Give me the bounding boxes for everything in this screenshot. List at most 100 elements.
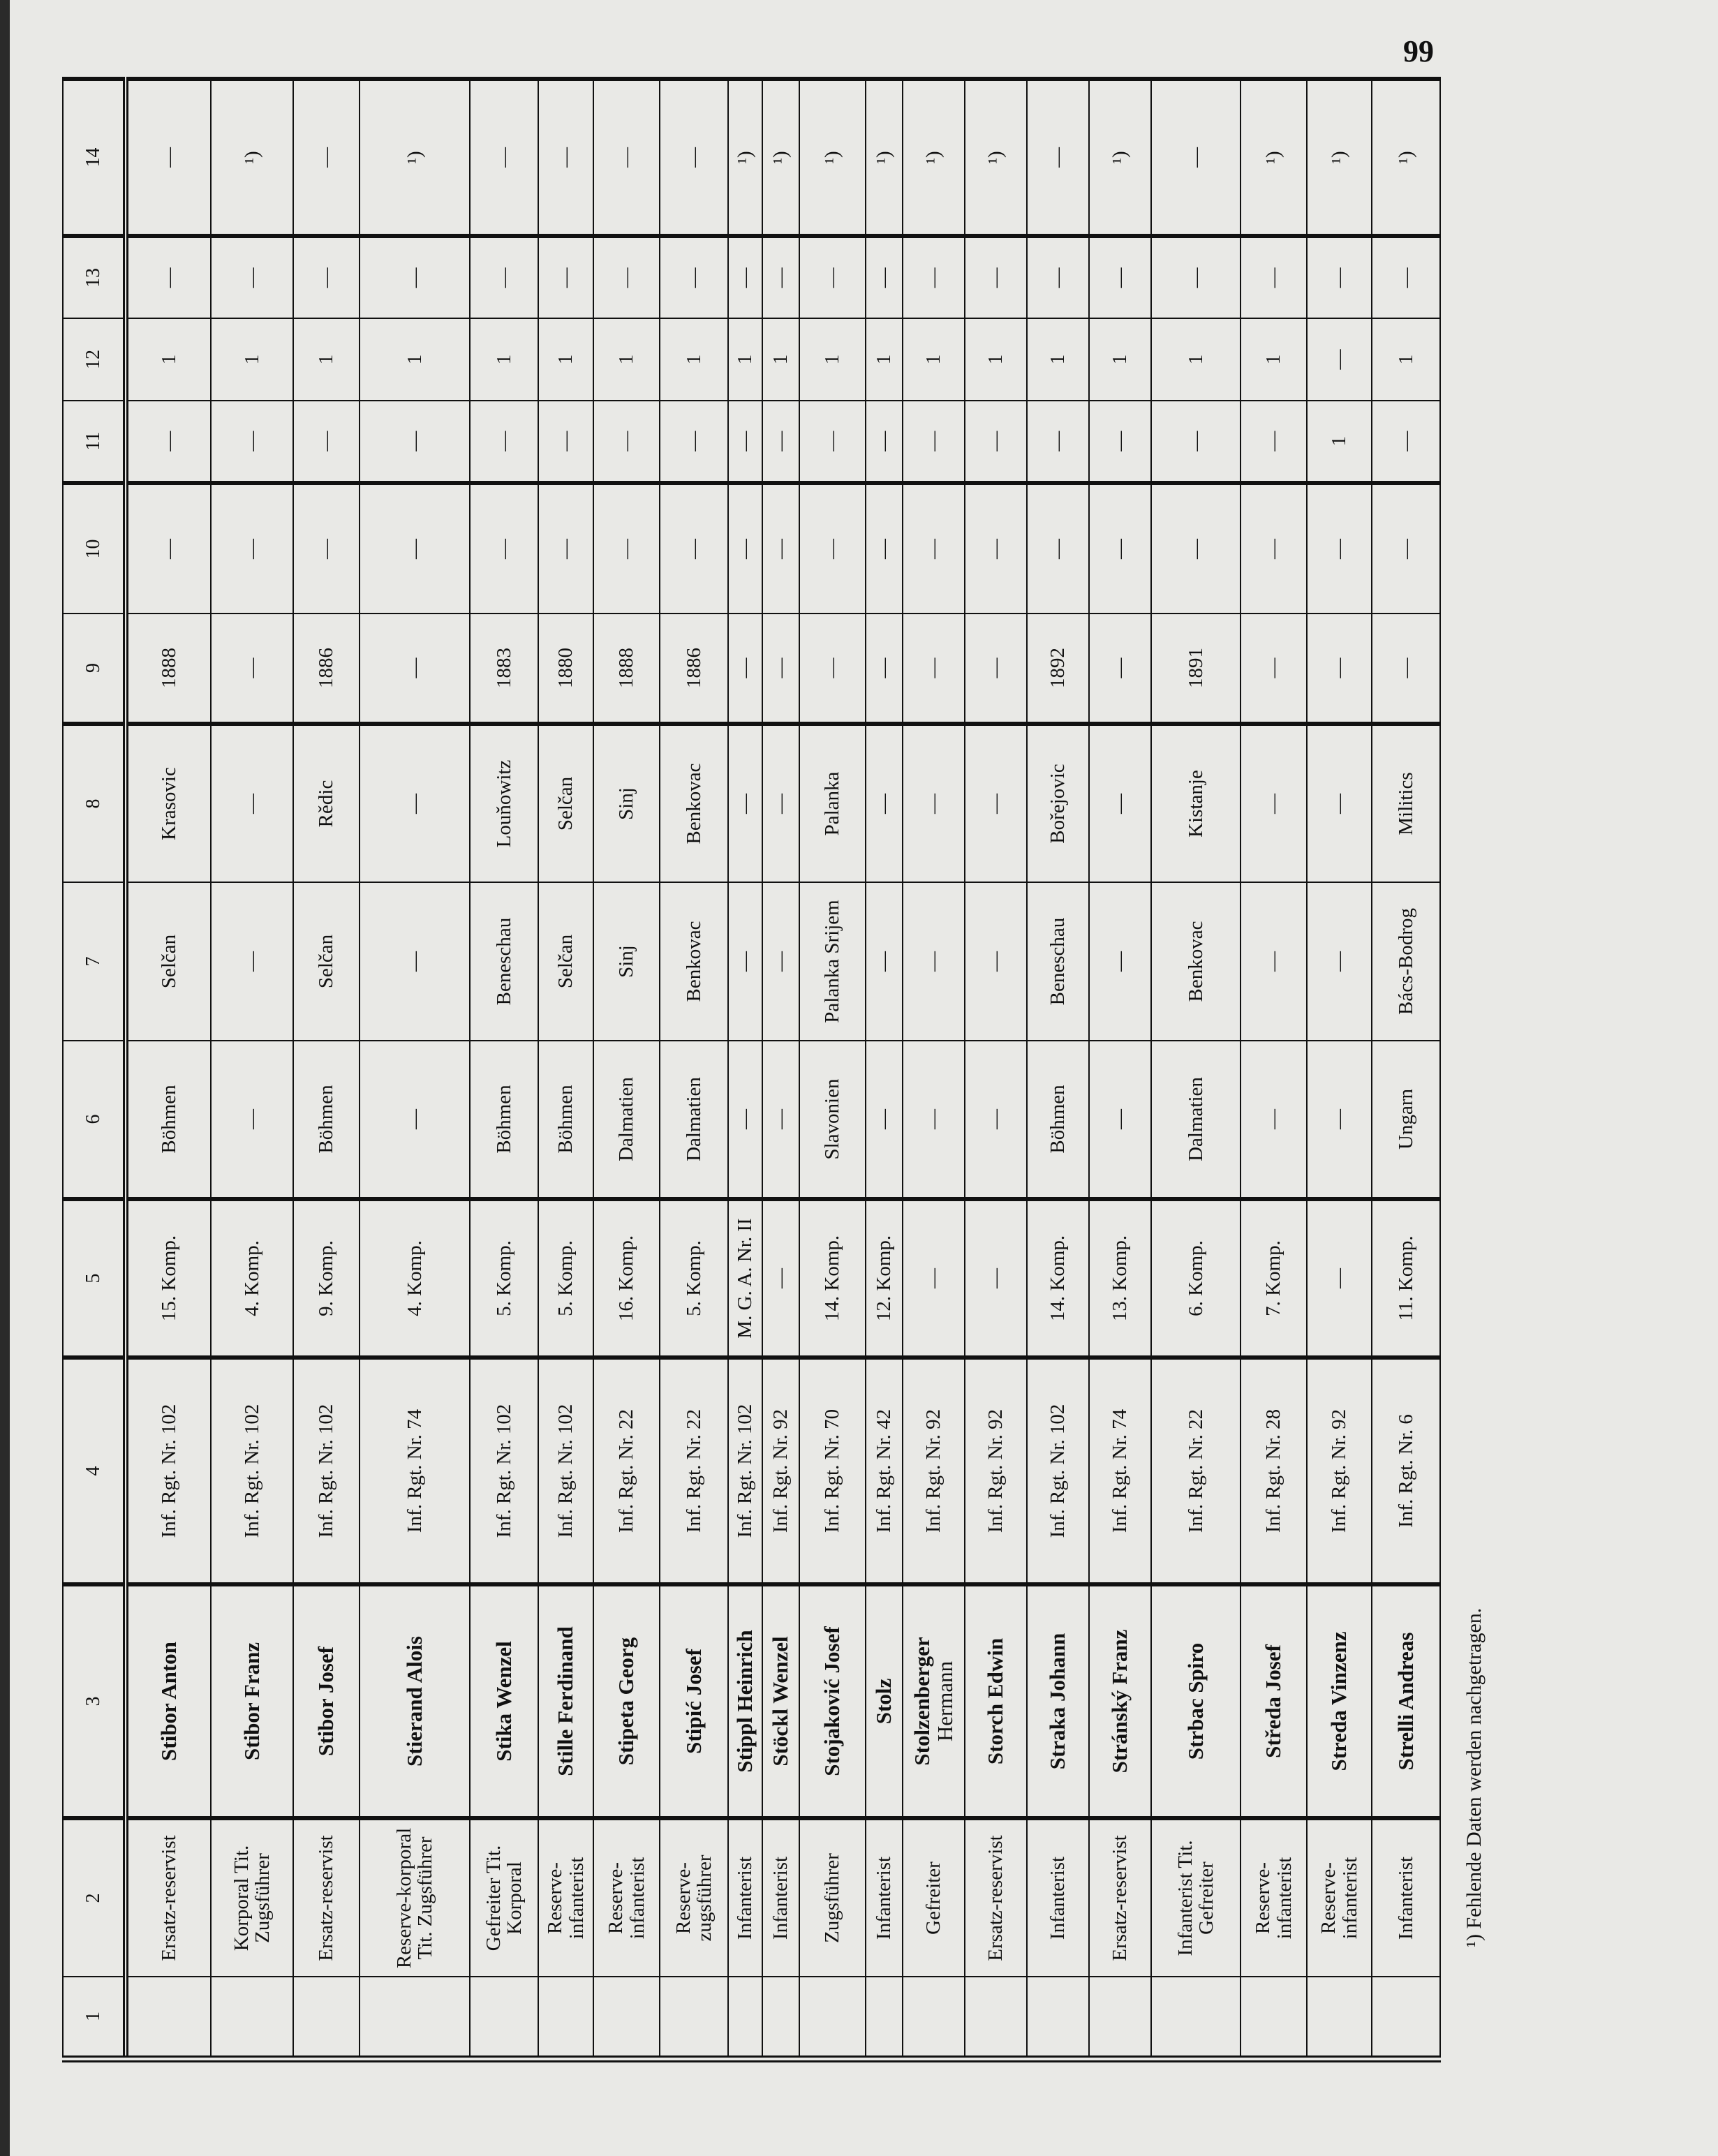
cell-col-11: — (211, 401, 293, 483)
cell-col-13: — (1151, 236, 1241, 318)
cell-col-7: — (1307, 882, 1372, 1041)
table-row: Ersatz-reservist Stibor Anton Inf. Rgt. Nr… (126, 79, 211, 2059)
cell-col-14: ¹) (965, 79, 1027, 236)
cell-col-11: — (1089, 401, 1151, 483)
cell-col-1 (293, 1977, 360, 2059)
cell-col-1 (1372, 1977, 1440, 2059)
cell-col-9: — (1241, 614, 1307, 724)
cell-col-13: — (762, 236, 799, 318)
cell-col-3: Stolzenberger Hermann (903, 1584, 965, 1818)
cell-col-12: 1 (762, 318, 799, 401)
cell-col-6: Dalmatien (593, 1041, 660, 1199)
cell-col-2: Infanterist (1372, 1818, 1440, 1977)
cell-col-9: 1891 (1151, 614, 1241, 724)
cell-col-14: — (660, 79, 728, 236)
cell-col-5: — (965, 1199, 1027, 1358)
cell-col-4: Inf. Rgt. Nr. 102 (293, 1358, 360, 1584)
cell-col-10: — (1372, 483, 1440, 614)
cell-col-4: Inf. Rgt. Nr. 92 (1307, 1358, 1372, 1584)
cell-col-12: 1 (1241, 318, 1307, 401)
column-number-row: 1 2 3 4 5 6 7 8 9 10 11 12 13 14 (63, 79, 126, 2059)
cell-col-14: ¹) (1089, 79, 1151, 236)
cell-col-2: Reserve-zugsführer (660, 1818, 728, 1977)
column-number: 1 (63, 1977, 126, 2059)
cell-col-2: Ersatz-reservist (126, 1818, 211, 1977)
cell-col-7: — (903, 882, 965, 1041)
cell-col-13: — (660, 236, 728, 318)
cell-col-10: — (1089, 483, 1151, 614)
cell-col-3: Stierand Alois (360, 1584, 470, 1818)
cell-col-3: Stippl Heinrich (728, 1584, 762, 1818)
cell-col-4: Inf. Rgt. Nr. 102 (470, 1358, 538, 1584)
cell-col-12: 1 (126, 318, 211, 401)
cell-col-12: 1 (1089, 318, 1151, 401)
cell-col-7: — (360, 882, 470, 1041)
cell-col-11: — (538, 401, 593, 483)
cell-col-10: — (903, 483, 965, 614)
cell-col-10: — (593, 483, 660, 614)
cell-col-12: 1 (965, 318, 1027, 401)
cell-col-2: Reserve-infanterist (593, 1818, 660, 1977)
cell-col-11: — (126, 401, 211, 483)
cell-col-1 (903, 1977, 965, 2059)
column-number: 14 (63, 79, 126, 236)
table-row: Infanterist Stippl Heinrich Inf. Rgt. Nr. … (728, 79, 762, 2059)
cell-col-2: Gefreiter Tit. Korporal (470, 1818, 538, 1977)
cell-col-8: — (903, 724, 965, 882)
cell-col-2: Ersatz-reservist (965, 1818, 1027, 1977)
register-table: 1 2 3 4 5 6 7 8 9 10 11 12 13 14 Ersatz-reservist Stibo… (62, 77, 1441, 2062)
cell-col-7: Benkovac (660, 882, 728, 1041)
column-number: 13 (63, 236, 126, 318)
cell-col-14: — (593, 79, 660, 236)
cell-col-2: Ersatz-reservist (293, 1818, 360, 1977)
cell-col-11: — (470, 401, 538, 483)
column-number: 9 (63, 614, 126, 724)
cell-col-9: — (1372, 614, 1440, 724)
cell-col-11: — (293, 401, 360, 483)
cell-col-2: Infanterist (762, 1818, 799, 1977)
cell-col-8: Bořejovic (1027, 724, 1089, 882)
cell-col-9: 1880 (538, 614, 593, 724)
cell-col-8: — (1241, 724, 1307, 882)
cell-col-2: Reserve-korporal Tit. Zugsführer (360, 1818, 470, 1977)
cell-col-4: Inf. Rgt. Nr. 92 (965, 1358, 1027, 1584)
cell-col-6: — (965, 1041, 1027, 1199)
cell-col-3: Storch Edwin (965, 1584, 1027, 1818)
page-edge (0, 0, 10, 2156)
cell-col-11: 1 (1307, 401, 1372, 483)
cell-col-5: 13. Komp. (1089, 1199, 1151, 1358)
cell-col-3: Stille Ferdinand (538, 1584, 593, 1818)
cell-col-1 (211, 1977, 293, 2059)
cell-col-14: — (126, 79, 211, 236)
cell-col-6: — (903, 1041, 965, 1199)
cell-col-6: Dalmatien (660, 1041, 728, 1199)
cell-col-13: — (1089, 236, 1151, 318)
table-row: Zugsführer Stojaković Josef Inf. Rgt. Nr. … (799, 79, 866, 2059)
cell-col-4: Inf. Rgt. Nr. 102 (1027, 1358, 1089, 1584)
cell-col-6: Böhmen (1027, 1041, 1089, 1199)
cell-col-3: Stibor Anton (126, 1584, 211, 1818)
cell-col-13: — (593, 236, 660, 318)
cell-col-1 (866, 1977, 903, 2059)
cell-col-14: ¹) (1241, 79, 1307, 236)
page-number: 99 (1403, 34, 1434, 68)
cell-col-1 (1307, 1977, 1372, 2059)
table-row: Reserve-infanterist Středa Josef Inf. Rgt.… (1241, 79, 1307, 2059)
column-number: 10 (63, 483, 126, 614)
cell-col-12: 1 (470, 318, 538, 401)
table-row: Reserve-infanterist Stipeta Georg Inf. Rgt… (593, 79, 660, 2059)
cell-col-4: Inf. Rgt. Nr. 70 (799, 1358, 866, 1584)
cell-col-6: — (1307, 1041, 1372, 1199)
cell-col-4: Inf. Rgt. Nr. 102 (538, 1358, 593, 1584)
column-number: 11 (63, 401, 126, 483)
table-row: Reserve-infanterist Stille Ferdinand Inf. … (538, 79, 593, 2059)
cell-col-14: — (1151, 79, 1241, 236)
table-row: Infanterist Stöckl Wenzel Inf. Rgt. Nr. 92… (762, 79, 799, 2059)
cell-col-6: Böhmen (470, 1041, 538, 1199)
cell-col-3: Stipeta Georg (593, 1584, 660, 1818)
cell-col-1 (538, 1977, 593, 2059)
cell-col-11: — (660, 401, 728, 483)
cell-col-3: Stránský Franz (1089, 1584, 1151, 1818)
column-number: 8 (63, 724, 126, 882)
cell-col-14: — (470, 79, 538, 236)
